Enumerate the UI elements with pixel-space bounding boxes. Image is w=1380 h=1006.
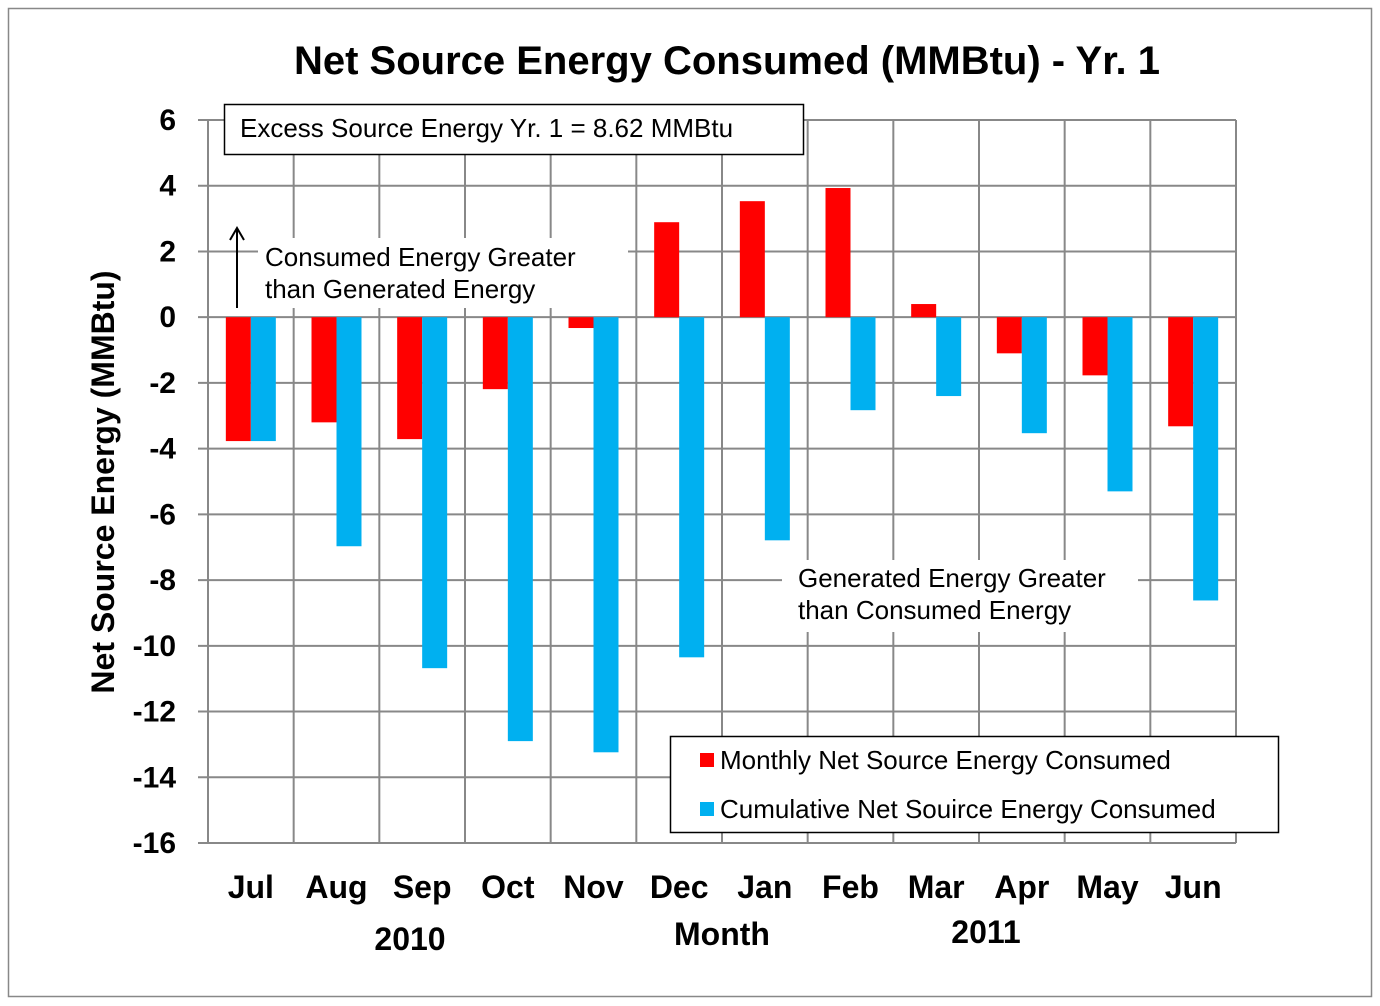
y-axis-label: Net Source Energy (MMBtu): [85, 270, 121, 693]
consumed-annotation-bg: [258, 238, 628, 308]
x-axis-label: Month: [674, 916, 770, 952]
x-tick-labels: Jul Aug Sep Oct Nov Dec Jan Feb Mar Apr May Jun: [228, 869, 1222, 905]
monthly-bar-jul: [225, 317, 251, 442]
monthly-bar-jan: [739, 201, 765, 318]
cumulative-bar-feb: [850, 317, 876, 411]
y-tick-label: -14: [133, 761, 177, 794]
monthly-bar-jun: [1168, 317, 1194, 427]
y-tick-label: -4: [149, 433, 176, 466]
monthly-bar-aug: [311, 317, 337, 423]
monthly-bar-apr: [996, 317, 1022, 354]
legend: Monthly Net Source Energy Consumed Cumul…: [669, 735, 1280, 834]
monthly-bar-oct: [482, 317, 508, 390]
y-tick-label: 0: [159, 301, 176, 334]
x-tick-label: Apr: [994, 869, 1049, 905]
x-tick-label: Aug: [305, 869, 367, 905]
year-label-2010: 2010: [374, 921, 445, 957]
x-tick-label: Jul: [228, 869, 274, 905]
legend-swatch-cumulative: [700, 802, 714, 816]
y-tick-label: -8: [149, 564, 176, 597]
y-tick-label: -10: [133, 630, 176, 663]
monthly-bar-dec: [654, 222, 680, 318]
x-tick-label: Oct: [481, 869, 535, 905]
monthly-bar-feb: [825, 188, 851, 318]
y-tick-label: -6: [149, 498, 176, 531]
generated-annotation-line2: than Consumed Energy: [798, 595, 1071, 625]
x-tick-label: Sep: [393, 869, 452, 905]
monthly-bar-may: [1082, 317, 1108, 376]
x-tick-label: May: [1076, 869, 1138, 905]
up-arrow-icon: [229, 226, 245, 308]
monthly-bar-mar: [911, 304, 937, 318]
cumulative-bar-may: [1107, 317, 1133, 492]
y-tick-label: 4: [159, 170, 176, 203]
y-tick-label: -2: [149, 367, 176, 400]
monthly-bar-sep: [397, 317, 423, 440]
monthly-bar-nov: [568, 317, 594, 329]
cumulative-bar-sep: [422, 317, 448, 669]
cumulative-bar-jan: [764, 317, 790, 541]
chart-title: Net Source Energy Consumed (MMBtu) - Yr.…: [294, 39, 1160, 83]
x-tick-label: Dec: [650, 869, 709, 905]
bars: [225, 188, 1219, 753]
consumed-annotation-line1: Consumed Energy Greater: [265, 242, 576, 272]
x-tick-label: Nov: [563, 869, 624, 905]
y-tick-labels: 6 4 2 0 -2 -4 -6 -8 -10 -12 -14 -16: [133, 104, 177, 860]
x-tick-label: Feb: [822, 869, 879, 905]
legend-label-monthly: Monthly Net Source Energy Consumed: [720, 745, 1171, 775]
x-tick-label: Jun: [1165, 869, 1222, 905]
cumulative-bar-jul: [250, 317, 276, 442]
y-tick-label: 2: [159, 235, 176, 268]
cumulative-bar-oct: [507, 317, 533, 742]
y-tick-label: -12: [133, 696, 176, 729]
cumulative-bar-apr: [1021, 317, 1047, 434]
excess-annotation: Excess Source Energy Yr. 1 = 8.62 MMBtu: [240, 113, 733, 143]
x-tick-label: Mar: [908, 869, 965, 905]
legend-label-cumulative: Cumulative Net Souirce Energy Consumed: [720, 794, 1216, 824]
y-tick-label: 6: [159, 104, 176, 137]
generated-annotation-line1: Generated Energy Greater: [798, 563, 1106, 593]
cumulative-bar-nov: [593, 317, 619, 753]
cumulative-bar-aug: [336, 317, 362, 547]
year-label-2011: 2011: [951, 914, 1020, 950]
y-tick-label: -16: [133, 827, 176, 860]
x-tick-label: Jan: [737, 869, 792, 905]
cumulative-bar-mar: [936, 317, 962, 397]
consumed-annotation-line2: than Generated Energy: [265, 274, 535, 304]
generated-annotation-bg: [782, 560, 1138, 632]
excess-box: [223, 103, 805, 156]
cumulative-bar-dec: [679, 317, 705, 658]
cumulative-bar-jun: [1193, 317, 1219, 601]
legend-swatch-monthly: [700, 753, 714, 767]
